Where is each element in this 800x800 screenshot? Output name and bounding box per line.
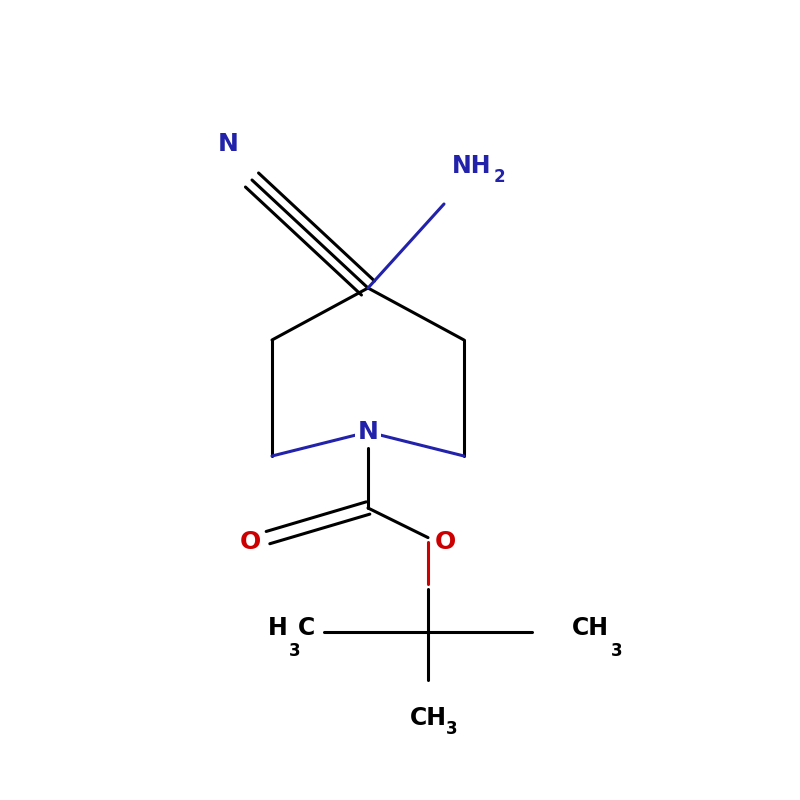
Text: 3: 3 — [610, 642, 622, 659]
Text: O: O — [435, 530, 456, 554]
Text: CH: CH — [572, 616, 609, 640]
Text: 3: 3 — [446, 720, 458, 738]
Text: C: C — [298, 616, 315, 640]
Text: NH: NH — [452, 154, 491, 178]
Text: O: O — [240, 530, 261, 554]
Text: 3: 3 — [289, 642, 301, 659]
Text: N: N — [218, 132, 238, 156]
Text: 2: 2 — [494, 168, 506, 186]
Text: H: H — [268, 616, 288, 640]
Text: CH: CH — [410, 706, 446, 730]
Text: N: N — [358, 420, 378, 444]
